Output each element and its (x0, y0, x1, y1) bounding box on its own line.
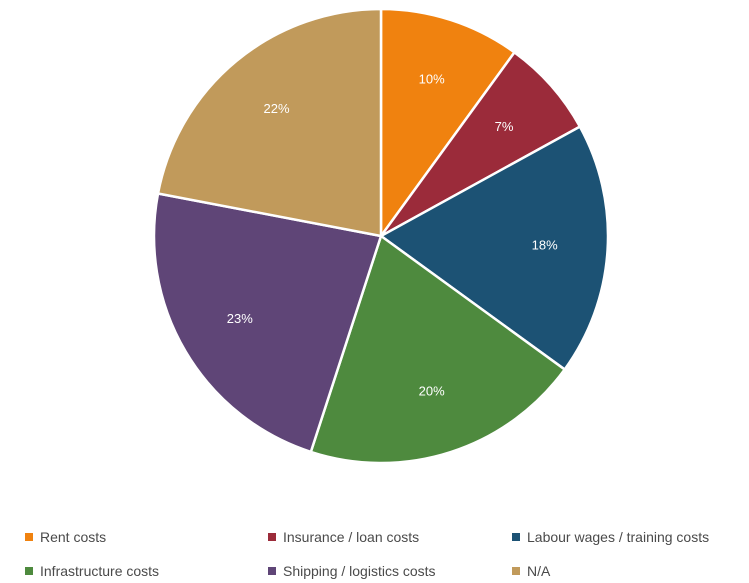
slice-data-label: 10% (419, 71, 445, 86)
pie-slice-labour-wages-training-costs (379, 125, 610, 371)
pie-slices (152, 7, 610, 465)
slice-data-label: 23% (227, 311, 253, 326)
pie-slice-rent-costs (379, 7, 516, 238)
slice-data-label: 18% (532, 238, 558, 253)
slice-data-label: 22% (263, 101, 289, 116)
pie-slice-infrastructure-costs (309, 234, 566, 465)
pie-slice-n-a (156, 7, 383, 238)
pie-slice-shipping-logistics-costs (152, 192, 383, 454)
slice-data-label: 7% (495, 119, 514, 134)
slice-data-label: 20% (419, 383, 445, 398)
pie-data-labels: 10% 7% 18% 20% 23% 22% (227, 71, 558, 398)
